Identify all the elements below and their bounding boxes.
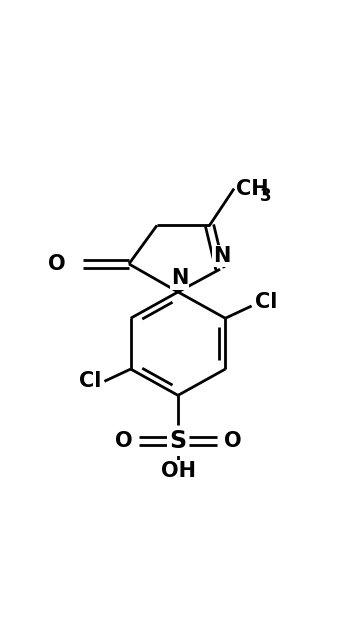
Text: 3: 3 <box>260 188 272 205</box>
Text: S: S <box>169 429 187 453</box>
Text: N: N <box>171 268 188 289</box>
Text: Cl: Cl <box>255 292 277 312</box>
Text: O: O <box>224 431 241 451</box>
Text: O: O <box>115 431 132 451</box>
Text: Cl: Cl <box>79 371 101 391</box>
Text: CH: CH <box>236 179 268 198</box>
Text: OH: OH <box>161 461 195 481</box>
Text: O: O <box>48 254 66 274</box>
Text: N: N <box>213 246 230 266</box>
